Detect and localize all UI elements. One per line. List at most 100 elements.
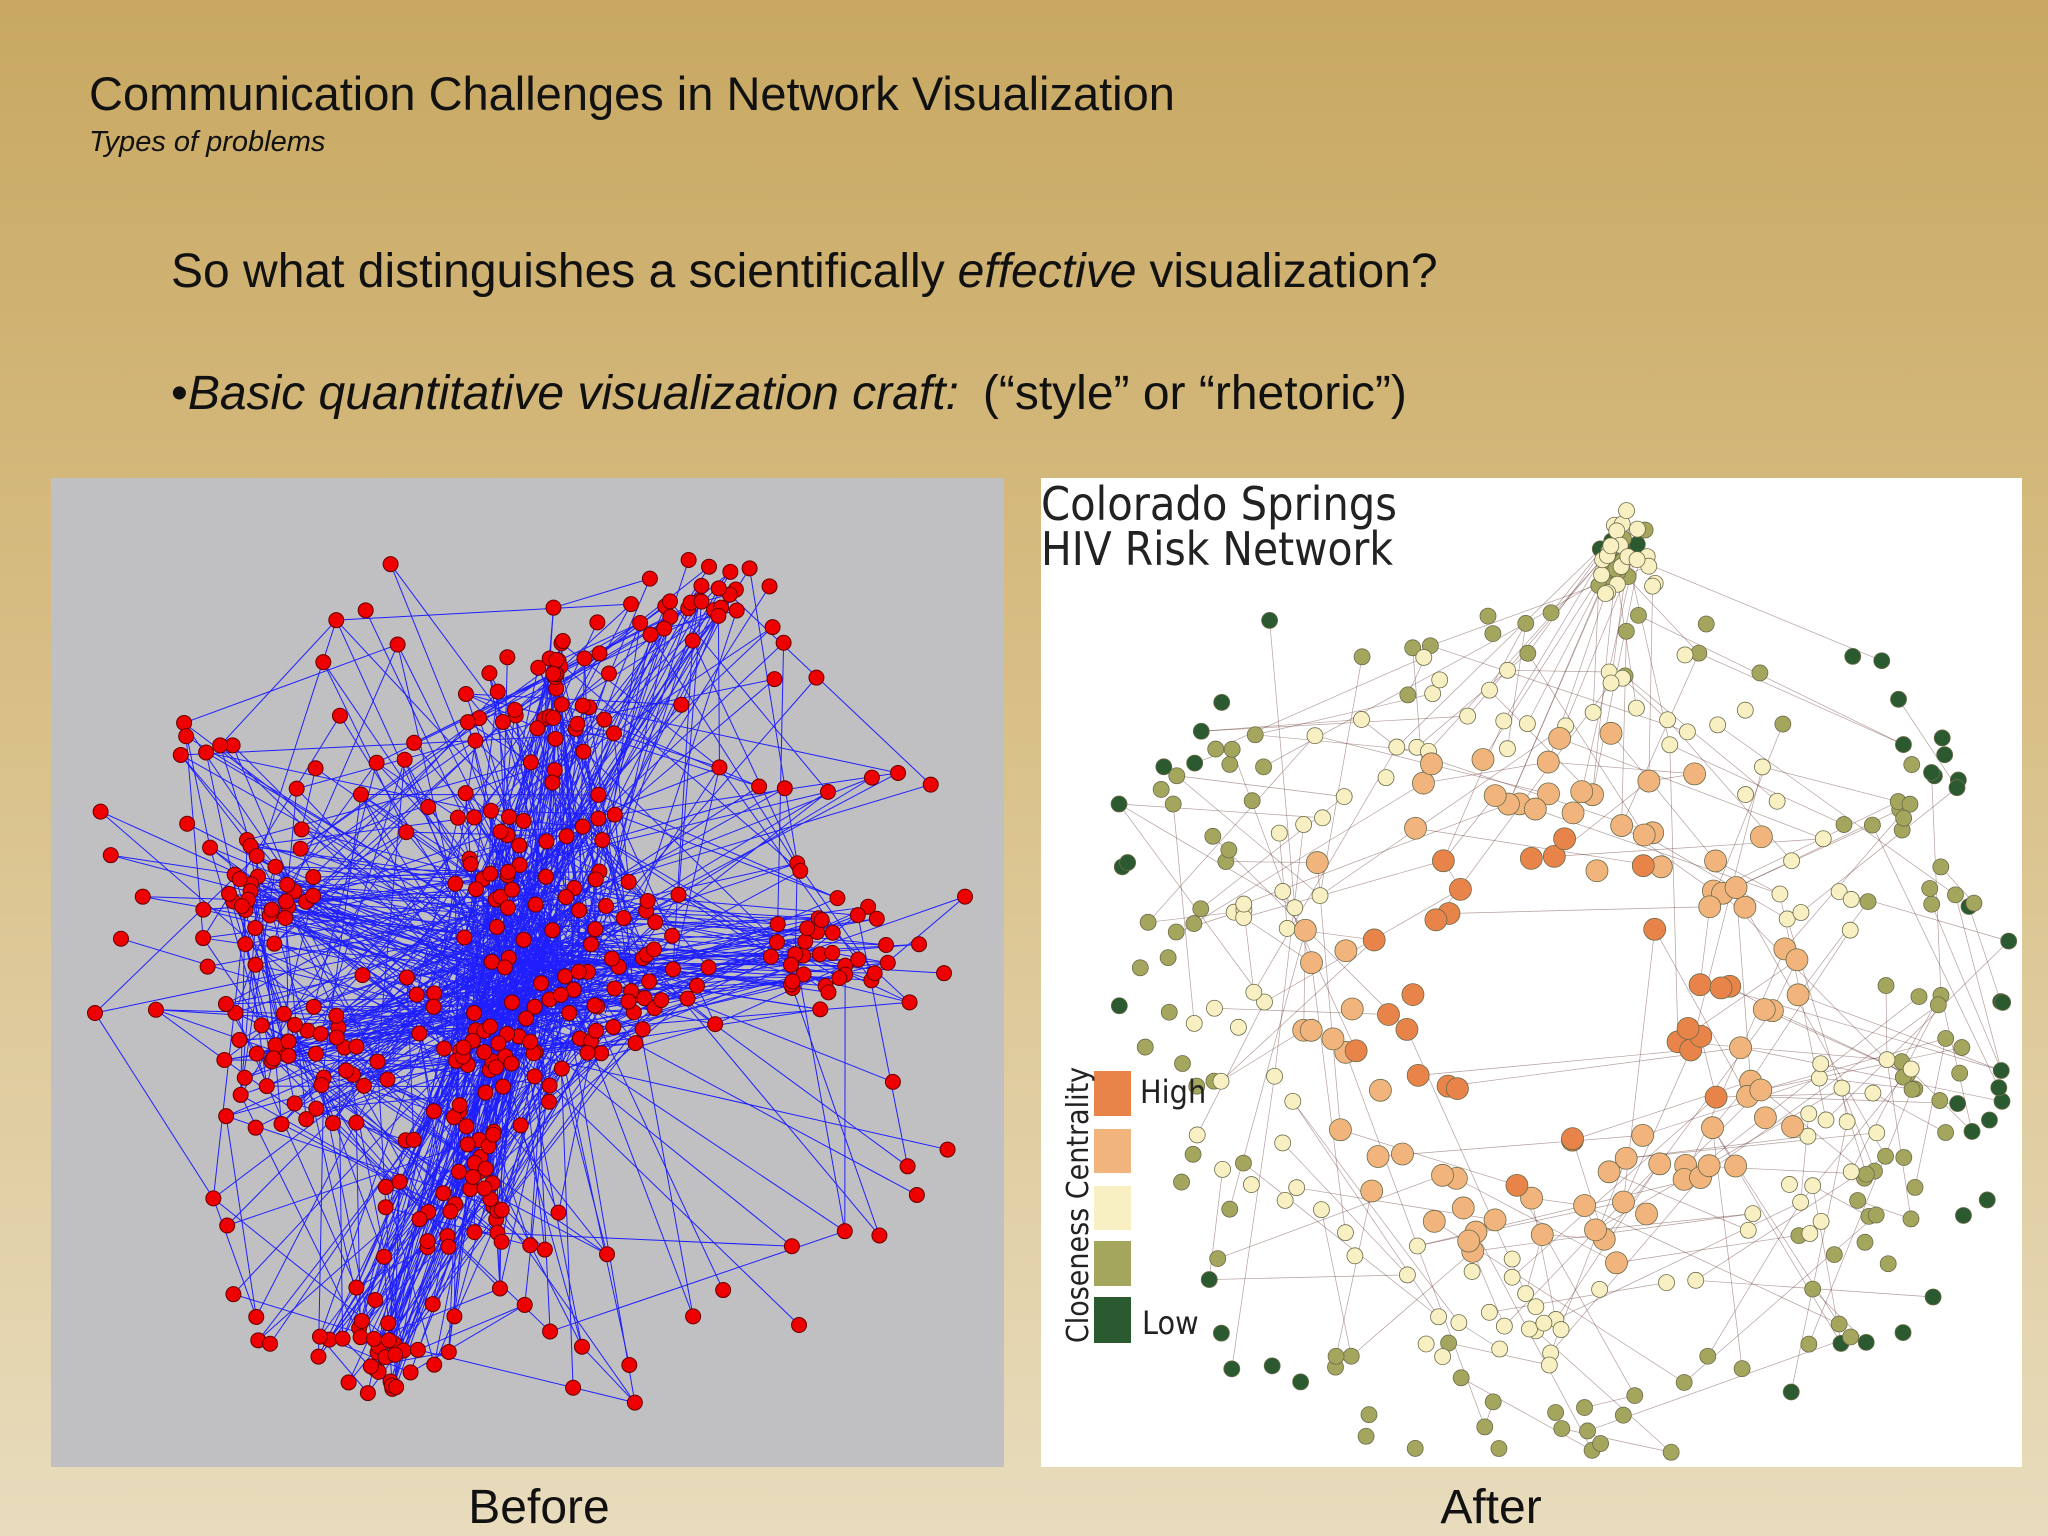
edge: [1303, 930, 1306, 1031]
edge: [387, 1056, 464, 1324]
node: [278, 893, 295, 910]
edge: [1760, 1038, 1946, 1091]
node: [1857, 1333, 1875, 1351]
edge: [180, 754, 513, 943]
edge: [1744, 907, 1886, 1157]
edge: [1243, 1162, 1439, 1318]
node: [500, 863, 517, 880]
node: [1417, 1335, 1435, 1353]
node: [1206, 999, 1223, 1017]
node: [1810, 1069, 1828, 1087]
node: [722, 563, 739, 580]
node: [1602, 674, 1620, 692]
node: [533, 975, 550, 992]
edge: [1548, 761, 1695, 775]
node: [1274, 1134, 1292, 1152]
edge: [1201, 715, 1468, 732]
node: [1637, 769, 1661, 793]
node: [492, 823, 509, 840]
edge: [180, 754, 251, 847]
edge: [552, 900, 648, 931]
edge: [1443, 720, 1505, 861]
node: [634, 1021, 651, 1038]
node: [1838, 1113, 1856, 1131]
node: [1676, 646, 1694, 664]
node: [292, 840, 309, 857]
edge: [518, 751, 584, 1020]
node: [225, 1286, 242, 1303]
node: [606, 980, 623, 997]
node: [499, 649, 516, 666]
node: [1188, 1077, 1206, 1095]
node: [1698, 895, 1722, 919]
node: [1536, 750, 1560, 774]
node: [1404, 639, 1422, 657]
edge: [1292, 1101, 1460, 1323]
node: [1424, 908, 1448, 932]
edge: [1311, 962, 1346, 1233]
edge: [1644, 834, 1788, 920]
edge: [404, 759, 478, 945]
edge: [110, 854, 528, 919]
edge: [1654, 929, 1748, 1097]
edge: [183, 644, 398, 724]
edge: [1448, 906, 1710, 914]
node: [605, 725, 622, 742]
node: [477, 1084, 494, 1101]
node: [1849, 1192, 1867, 1209]
node: [248, 848, 265, 865]
edge: [1335, 1190, 1373, 1357]
network-title-line: HIV Risk Network: [1041, 522, 1393, 576]
node: [868, 910, 885, 927]
node: [1404, 816, 1427, 840]
node: [1334, 939, 1358, 963]
node: [494, 713, 511, 730]
after-network: [1110, 502, 2018, 1461]
edge: [1278, 833, 1288, 929]
node: [1246, 726, 1264, 744]
node: [1457, 1229, 1481, 1253]
node: [1340, 997, 1364, 1021]
node: [202, 839, 219, 856]
edge: [213, 914, 589, 1199]
node: [1659, 711, 1676, 729]
node: [236, 1069, 253, 1086]
edge: [520, 917, 818, 933]
edge: [1872, 1092, 1946, 1133]
node: [1894, 1324, 1912, 1341]
edge: [1172, 803, 1195, 1024]
node: [1369, 1078, 1392, 1102]
node: [901, 994, 918, 1011]
edge: [1690, 766, 1763, 1051]
node: [647, 914, 664, 931]
node: [597, 898, 614, 915]
node: [1424, 685, 1442, 703]
node: [456, 929, 473, 946]
caption: After: [1440, 1481, 1542, 1534]
edge: [613, 733, 630, 882]
node: [589, 614, 606, 631]
node: [1360, 1179, 1384, 1203]
node: [411, 1211, 428, 1228]
node: [1255, 758, 1272, 776]
node: [590, 786, 607, 803]
edge: [1527, 653, 1645, 836]
node: [561, 1004, 578, 1021]
node: [1661, 736, 1679, 754]
node: [1877, 1147, 1894, 1165]
node: [813, 912, 830, 929]
before-network: [87, 551, 973, 1411]
node: [621, 1357, 638, 1374]
node: [310, 1348, 327, 1365]
edge: [227, 1139, 480, 1226]
node: [1863, 816, 1881, 834]
node: [1895, 736, 1912, 753]
bullet-emphasis: Basic quantitative visualization craft:: [187, 367, 959, 420]
node: [1933, 729, 1951, 747]
node: [147, 1001, 164, 1018]
node: [1335, 788, 1353, 805]
node: [808, 669, 825, 686]
edge: [1282, 891, 1357, 1051]
edge: [294, 890, 530, 947]
node: [476, 1180, 493, 1197]
